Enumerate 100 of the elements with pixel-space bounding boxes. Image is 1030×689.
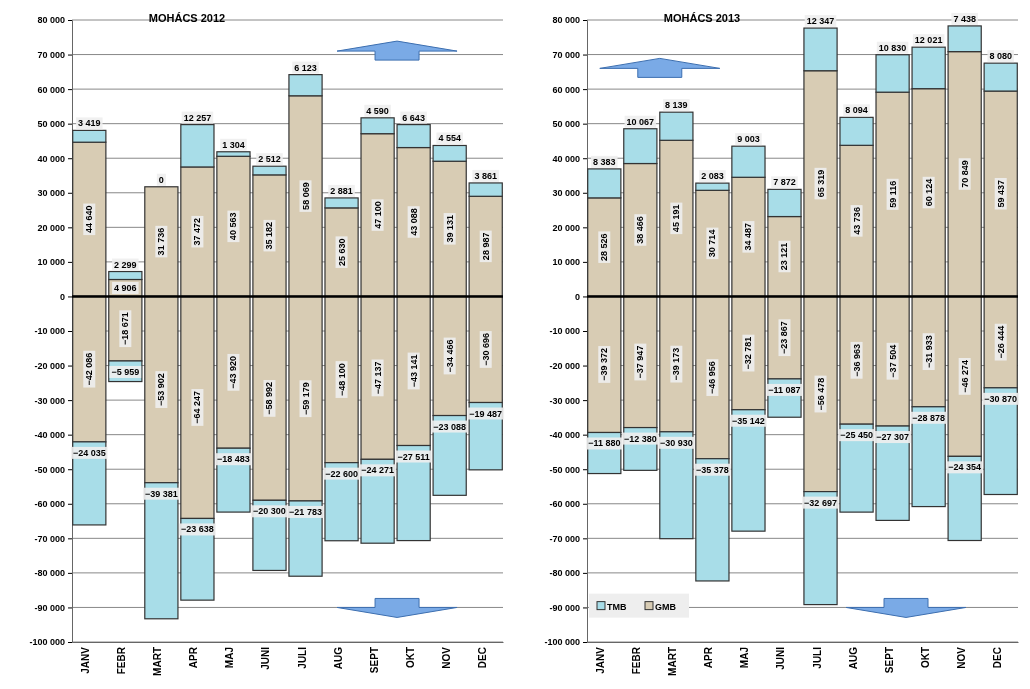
- data-label: 6 643: [402, 112, 425, 123]
- y-tick-label: -100 000: [544, 637, 580, 648]
- y-tick-label: -80 000: [34, 568, 65, 579]
- x-tick-label: OKT: [404, 647, 416, 669]
- y-tick-label: 10 000: [37, 257, 65, 268]
- data-label: −23 088: [433, 421, 467, 432]
- x-tick-label: APR: [188, 646, 200, 669]
- y-tick-label: 50 000: [552, 119, 580, 130]
- data-label: −32 697: [804, 497, 837, 508]
- data-label: −37 947: [635, 345, 646, 379]
- y-tick-label: 0: [574, 291, 580, 302]
- x-tick-label: FEBR: [631, 646, 643, 675]
- y-tick-label: -40 000: [34, 430, 65, 441]
- data-label: 7 438: [953, 13, 976, 24]
- y-tick-label: 60 000: [552, 84, 580, 95]
- y-tick-label: 70 000: [552, 49, 580, 60]
- x-tick-label: NOV: [955, 646, 967, 669]
- data-label: 12 347: [806, 16, 835, 27]
- x-tick-label: MAJ: [224, 647, 236, 669]
- data-label: −30 930: [659, 437, 693, 448]
- x-tick-label: JANV: [80, 646, 92, 674]
- x-tick-label: JUNI: [260, 646, 272, 670]
- data-label: −23 638: [181, 524, 214, 535]
- y-tick-label: 80 000: [552, 15, 580, 26]
- data-label: 45 191: [671, 204, 682, 233]
- data-label: −12 380: [623, 433, 657, 444]
- data-label: 59 116: [887, 180, 898, 208]
- y-tick-label: -20 000: [34, 360, 65, 371]
- data-label: −36 963: [851, 343, 862, 377]
- data-label: 2 881: [330, 185, 353, 196]
- data-label: −58 992: [264, 381, 275, 415]
- data-label: −18 483: [217, 454, 250, 465]
- y-tick-label: 70 000: [37, 49, 65, 60]
- data-label: −39 381: [144, 488, 178, 499]
- data-label: 2 083: [701, 171, 724, 182]
- data-label: 30 714: [707, 229, 718, 258]
- data-label: 58 069: [300, 182, 311, 210]
- data-label: 8 080: [989, 51, 1012, 62]
- data-label: −18 671: [120, 312, 131, 346]
- data-label: −48 100: [336, 363, 347, 396]
- data-label: 8 383: [593, 156, 616, 167]
- data-label: 3 419: [78, 118, 101, 129]
- y-tick-label: -10 000: [549, 326, 580, 337]
- data-label: −46 274: [959, 360, 970, 393]
- data-label: −27 307: [876, 432, 909, 443]
- x-tick-label: SEPT: [883, 647, 895, 674]
- data-label: 60 124: [923, 178, 934, 207]
- y-tick-label: -100 000: [29, 637, 65, 648]
- data-label: 12 021: [914, 35, 943, 46]
- x-tick-label: AUG: [847, 646, 859, 670]
- y-tick-label: -30 000: [34, 395, 65, 406]
- data-label: 43 736: [851, 207, 862, 235]
- data-label: 4 906: [114, 282, 137, 293]
- chart-title: MOHÁCS 2012: [148, 12, 226, 24]
- data-label: 39 131: [444, 215, 455, 243]
- x-tick-label: JULI: [811, 646, 823, 669]
- y-tick-label: -70 000: [34, 533, 65, 544]
- data-label: −53 902: [156, 373, 167, 406]
- x-tick-label: MART: [667, 647, 679, 676]
- data-label: 65 319: [815, 169, 826, 198]
- x-tick-label: FEBR: [116, 646, 128, 675]
- y-tick-label: -90 000: [549, 602, 580, 613]
- y-tick-label: 30 000: [37, 188, 65, 199]
- data-label: −5 959: [111, 366, 140, 377]
- data-label: −11 087: [768, 384, 801, 395]
- legend-label: TMB: [607, 601, 627, 612]
- data-label: 47 100: [372, 201, 383, 229]
- data-label: −64 247: [192, 391, 203, 424]
- y-tick-label: 80 000: [37, 15, 65, 26]
- y-tick-label: -70 000: [549, 533, 580, 544]
- data-label: −43 920: [228, 355, 239, 389]
- data-label: 3 861: [474, 170, 497, 181]
- y-tick-label: -60 000: [549, 499, 580, 510]
- data-label: 2 512: [258, 154, 281, 165]
- data-label: 35 182: [264, 221, 275, 250]
- data-label: 70 849: [959, 160, 970, 188]
- data-label: 4 554: [438, 133, 461, 144]
- y-tick-label: 50 000: [37, 119, 65, 130]
- data-label: −11 880: [588, 438, 621, 449]
- data-label: −20 300: [253, 506, 286, 517]
- data-label: −24 271: [361, 465, 394, 476]
- data-label: −26 444: [995, 325, 1006, 359]
- x-tick-label: NOV: [440, 646, 452, 669]
- data-label: −27 511: [397, 451, 430, 462]
- y-tick-label: 30 000: [552, 188, 580, 199]
- data-label: −19 487: [469, 408, 503, 419]
- y-tick-label: -60 000: [34, 499, 65, 510]
- data-label: −56 478: [815, 377, 826, 411]
- y-tick-label: -10 000: [34, 326, 65, 337]
- x-tick-label: SEPT: [368, 647, 380, 674]
- data-label: 2 299: [114, 259, 137, 270]
- y-tick-label: -90 000: [34, 602, 65, 613]
- data-label: −30 870: [984, 393, 1018, 404]
- data-label: 38 466: [635, 216, 646, 244]
- data-label: 44 640: [84, 205, 95, 234]
- data-label: 28 526: [599, 233, 610, 261]
- data-label: 37 472: [192, 217, 203, 246]
- legend-label: GMB: [655, 601, 677, 612]
- x-tick-label: DEC: [991, 647, 1003, 669]
- data-label: 43 088: [408, 208, 419, 236]
